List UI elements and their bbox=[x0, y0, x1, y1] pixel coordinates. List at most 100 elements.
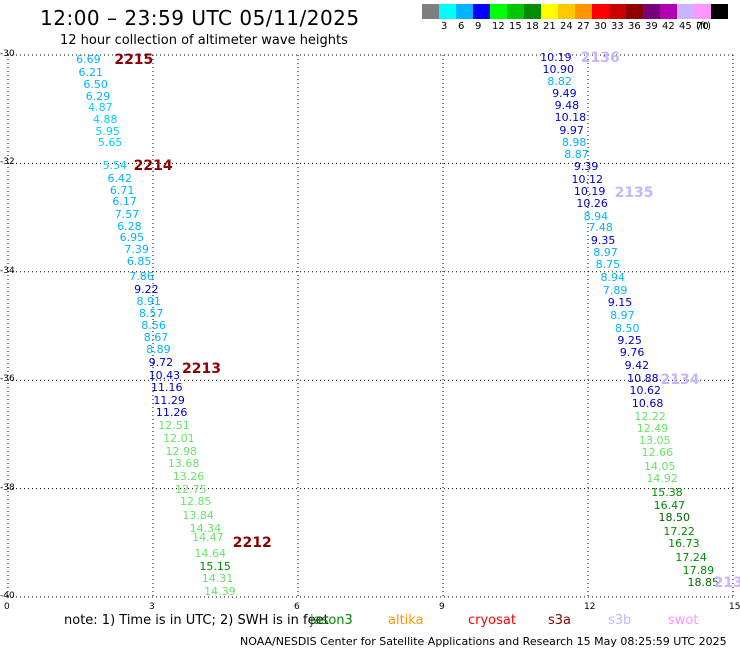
legend-label: 18 bbox=[526, 21, 539, 32]
wave-height-label: 6.17 bbox=[112, 195, 137, 209]
wave-height-label: 11.29 bbox=[153, 393, 185, 407]
wave-height-label: 5.54 bbox=[102, 159, 128, 173]
legend-label: 6 bbox=[458, 21, 465, 32]
wave-height-label: 9.97 bbox=[559, 123, 584, 137]
legend-swatch bbox=[677, 4, 694, 19]
x-tick-label: 0 bbox=[4, 602, 10, 612]
wave-height-label: 10.12 bbox=[571, 172, 604, 186]
wave-height-label: 12.01 bbox=[163, 431, 195, 445]
wave-height-label: 17.89 bbox=[682, 563, 715, 577]
satellite-name: s3b bbox=[608, 613, 632, 628]
wave-height-label: 14.47 bbox=[192, 531, 224, 545]
wave-height-label: 16.73 bbox=[668, 537, 700, 551]
legend-swatch bbox=[541, 4, 558, 19]
pass-number-label: 2134 bbox=[660, 372, 700, 389]
legend-label: 12 bbox=[492, 21, 505, 32]
legend-swatch bbox=[439, 4, 456, 19]
legend-label: 21 bbox=[543, 21, 556, 32]
legend-label: 24 bbox=[560, 21, 573, 32]
wave-height-label: 14.92 bbox=[646, 472, 678, 486]
legend-swatch bbox=[592, 4, 609, 19]
legend-label: 70 bbox=[696, 21, 709, 32]
chart-subtitle: 12 hour collection of altimeter wave hei… bbox=[60, 33, 348, 48]
y-tick-label: -40 bbox=[0, 591, 15, 601]
wave-height-label: 9.42 bbox=[624, 358, 650, 372]
wave-height-label: 8.67 bbox=[143, 330, 169, 344]
legend-swatch bbox=[575, 4, 592, 19]
legend-label: 36 bbox=[628, 21, 641, 32]
pass-number-label: 2214 bbox=[133, 158, 173, 175]
wave-height-label: 4.88 bbox=[93, 113, 118, 127]
wave-height-label: 10.19 bbox=[573, 185, 606, 199]
legend-label: 27 bbox=[577, 21, 590, 32]
pass-number-label: 2212 bbox=[232, 534, 272, 551]
wave-height-label: 8.50 bbox=[615, 321, 640, 335]
pass-number-label: 213 bbox=[713, 575, 740, 592]
wave-height-label: 10.62 bbox=[629, 384, 662, 398]
wave-height-label: 7.89 bbox=[602, 283, 628, 297]
legend-swatch bbox=[456, 4, 473, 19]
wave-height-label: 9.15 bbox=[607, 296, 633, 310]
wave-height-label: 7.57 bbox=[114, 207, 140, 221]
legend-label: 33 bbox=[611, 21, 624, 32]
legend-label: 45 bbox=[679, 21, 692, 32]
pass-number-label: 2215 bbox=[114, 52, 154, 69]
wave-height-label: 11.26 bbox=[155, 405, 188, 419]
legend-label: 39 bbox=[645, 21, 658, 32]
wave-height-label: 7.48 bbox=[588, 221, 613, 235]
wave-height-label: 18.85 bbox=[687, 576, 720, 590]
wave-height-label: 6.21 bbox=[78, 65, 104, 79]
satellite-name: s3a bbox=[548, 613, 572, 628]
satellite-name: jason3 bbox=[310, 613, 353, 628]
wave-height-label: 18.50 bbox=[658, 511, 691, 525]
legend-swatch bbox=[490, 4, 507, 19]
x-tick-label: 15 bbox=[729, 602, 740, 612]
wave-height-label: 14.64 bbox=[194, 546, 227, 560]
legend-swatch bbox=[507, 4, 524, 19]
credit-line: NOAA/NESDIS Center for Satellite Applica… bbox=[240, 635, 727, 648]
pass-number-label: 2135 bbox=[614, 185, 654, 202]
wave-height-label: 17.24 bbox=[675, 550, 707, 564]
wave-height-label: 9.25 bbox=[617, 334, 642, 348]
wave-height-label: 9.49 bbox=[552, 87, 577, 101]
wave-height-label: 15.38 bbox=[651, 485, 683, 499]
pass-number-label: 2136 bbox=[580, 49, 620, 66]
wave-height-label: 17.22 bbox=[663, 524, 695, 538]
wave-height-label: 10.43 bbox=[148, 368, 181, 382]
wave-height-label: 10.19 bbox=[540, 50, 572, 64]
wave-height-label: 13.68 bbox=[167, 457, 200, 471]
wave-height-label: 10.88 bbox=[627, 372, 659, 386]
wave-height-label: 8.94 bbox=[583, 209, 609, 223]
wave-height-label: 6.50 bbox=[83, 77, 108, 91]
wave-height-label: 12.98 bbox=[165, 444, 198, 458]
wave-height-label: 10.68 bbox=[631, 396, 664, 410]
legend-label: 15 bbox=[509, 21, 522, 32]
wave-height-label: 11.16 bbox=[151, 381, 183, 395]
wave-height-label: 5.95 bbox=[95, 124, 120, 138]
wave-height-label: 9.22 bbox=[134, 282, 159, 296]
wave-height-label: 8.87 bbox=[564, 148, 589, 162]
legend-swatch bbox=[524, 4, 541, 19]
legend-swatch bbox=[558, 4, 575, 19]
legend-swatch bbox=[609, 4, 626, 19]
wave-height-label: 13.05 bbox=[639, 433, 671, 447]
legend-swatch bbox=[473, 4, 490, 19]
legend-swatch bbox=[422, 4, 439, 19]
wave-height-label: 14.34 bbox=[189, 522, 222, 536]
wave-height-label: 8.89 bbox=[146, 343, 171, 357]
wave-height-label: 12.66 bbox=[641, 446, 674, 460]
satellite-name: cryosat bbox=[468, 613, 516, 628]
y-tick-label: -38 bbox=[0, 482, 15, 493]
y-tick-label: -30 bbox=[0, 49, 15, 59]
x-tick-label: 3 bbox=[149, 602, 155, 612]
wave-height-label: 9.35 bbox=[590, 233, 616, 247]
wave-height-label: 8.97 bbox=[610, 309, 635, 323]
wave-height-label: 8.57 bbox=[138, 307, 164, 321]
legend-swatch bbox=[626, 4, 643, 19]
legend-swatch bbox=[694, 4, 711, 19]
legend-swatch bbox=[660, 4, 677, 19]
legend-label: 9 bbox=[475, 21, 482, 32]
wave-height-label: 9.39 bbox=[573, 160, 599, 174]
wave-height-label: 6.28 bbox=[117, 219, 142, 233]
legend-label: 30 bbox=[594, 21, 607, 32]
